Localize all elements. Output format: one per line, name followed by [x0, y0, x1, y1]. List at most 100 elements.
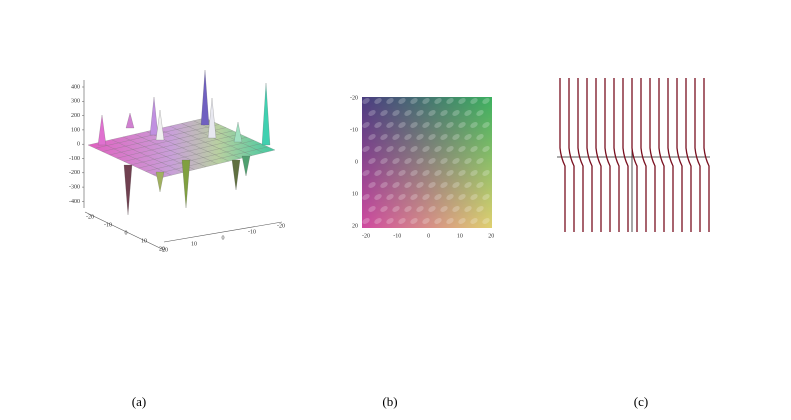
curve	[676, 78, 683, 232]
blob	[386, 146, 394, 152]
blob	[398, 146, 406, 152]
blob	[416, 134, 424, 140]
axis-tick-label: 20	[162, 247, 168, 253]
blob	[452, 134, 460, 140]
blob	[362, 218, 370, 224]
blob	[398, 122, 406, 128]
z-tick-label: -100	[69, 156, 80, 162]
blob	[416, 110, 424, 116]
blob	[422, 98, 430, 104]
blob	[446, 170, 454, 176]
curve	[577, 78, 584, 232]
blob	[374, 98, 382, 104]
mesh	[158, 128, 230, 162]
blob	[464, 182, 472, 188]
blob	[422, 122, 430, 128]
blob	[428, 182, 436, 188]
blob	[458, 170, 466, 176]
panel-b: -20 -10 0 10 20 -20 -10 0 10 20	[350, 95, 494, 239]
blob	[428, 110, 436, 116]
blob	[392, 182, 400, 188]
blob	[398, 194, 406, 200]
curve	[604, 78, 611, 232]
blob	[434, 122, 442, 128]
spike	[181, 159, 191, 209]
blob	[428, 158, 436, 164]
y-tick-label: 20	[352, 223, 358, 229]
blob	[452, 206, 460, 212]
blob	[374, 122, 382, 128]
blob	[374, 146, 382, 152]
blob	[452, 182, 460, 188]
blob	[416, 182, 424, 188]
blob	[446, 122, 454, 128]
blob	[476, 134, 484, 140]
curve	[658, 78, 665, 232]
blob	[410, 122, 418, 128]
blob	[482, 194, 490, 200]
density-bottom	[362, 97, 492, 228]
blob	[392, 206, 400, 212]
curve	[586, 78, 593, 232]
blob	[446, 218, 454, 224]
blob	[476, 206, 484, 212]
blob	[386, 122, 394, 128]
curve	[694, 78, 701, 232]
spike	[200, 69, 210, 126]
blob	[440, 182, 448, 188]
blob	[458, 122, 466, 128]
blob	[458, 194, 466, 200]
axis-tick-label: 20	[159, 246, 165, 252]
blob	[404, 206, 412, 212]
mesh	[131, 137, 248, 165]
blob	[410, 218, 418, 224]
blob	[392, 134, 400, 140]
blob	[440, 134, 448, 140]
blob	[440, 158, 448, 164]
blob	[380, 110, 388, 116]
blob	[482, 218, 490, 224]
axis-tick-label: 10	[191, 241, 197, 247]
curve	[685, 78, 692, 232]
spike	[97, 114, 107, 146]
mesh	[193, 120, 264, 153]
z-tick-label: 200	[71, 113, 80, 119]
axis-tick-label: 10	[141, 238, 147, 244]
blob	[410, 98, 418, 104]
panel-c	[557, 78, 710, 232]
axis-tick-label: -20	[86, 214, 94, 220]
blob	[398, 170, 406, 176]
curve	[622, 78, 629, 232]
blob	[398, 98, 406, 104]
blob	[362, 194, 370, 200]
blob	[362, 98, 370, 104]
axis-tick-label: 0	[125, 230, 128, 236]
z-tick-label: -400	[69, 199, 80, 205]
mesh	[123, 133, 241, 162]
blob	[458, 98, 466, 104]
z-tick-label: 100	[71, 127, 80, 133]
curve	[595, 78, 602, 232]
blob	[410, 194, 418, 200]
blob	[380, 158, 388, 164]
blob	[476, 158, 484, 164]
blob	[404, 182, 412, 188]
blob	[362, 122, 370, 128]
x-tick-label: 10	[457, 233, 463, 239]
blob	[374, 218, 382, 224]
blob	[410, 146, 418, 152]
blob	[416, 206, 424, 212]
blob	[464, 158, 472, 164]
axis-tick-label: -10	[104, 222, 112, 228]
blob	[458, 146, 466, 152]
blob	[482, 98, 490, 104]
spike	[261, 82, 271, 146]
blob	[470, 146, 478, 152]
blob	[410, 170, 418, 176]
y-tick-label: 10	[352, 191, 358, 197]
blob	[392, 110, 400, 116]
blob	[446, 98, 454, 104]
blob	[422, 146, 430, 152]
x-tick-label: -20	[362, 233, 370, 239]
